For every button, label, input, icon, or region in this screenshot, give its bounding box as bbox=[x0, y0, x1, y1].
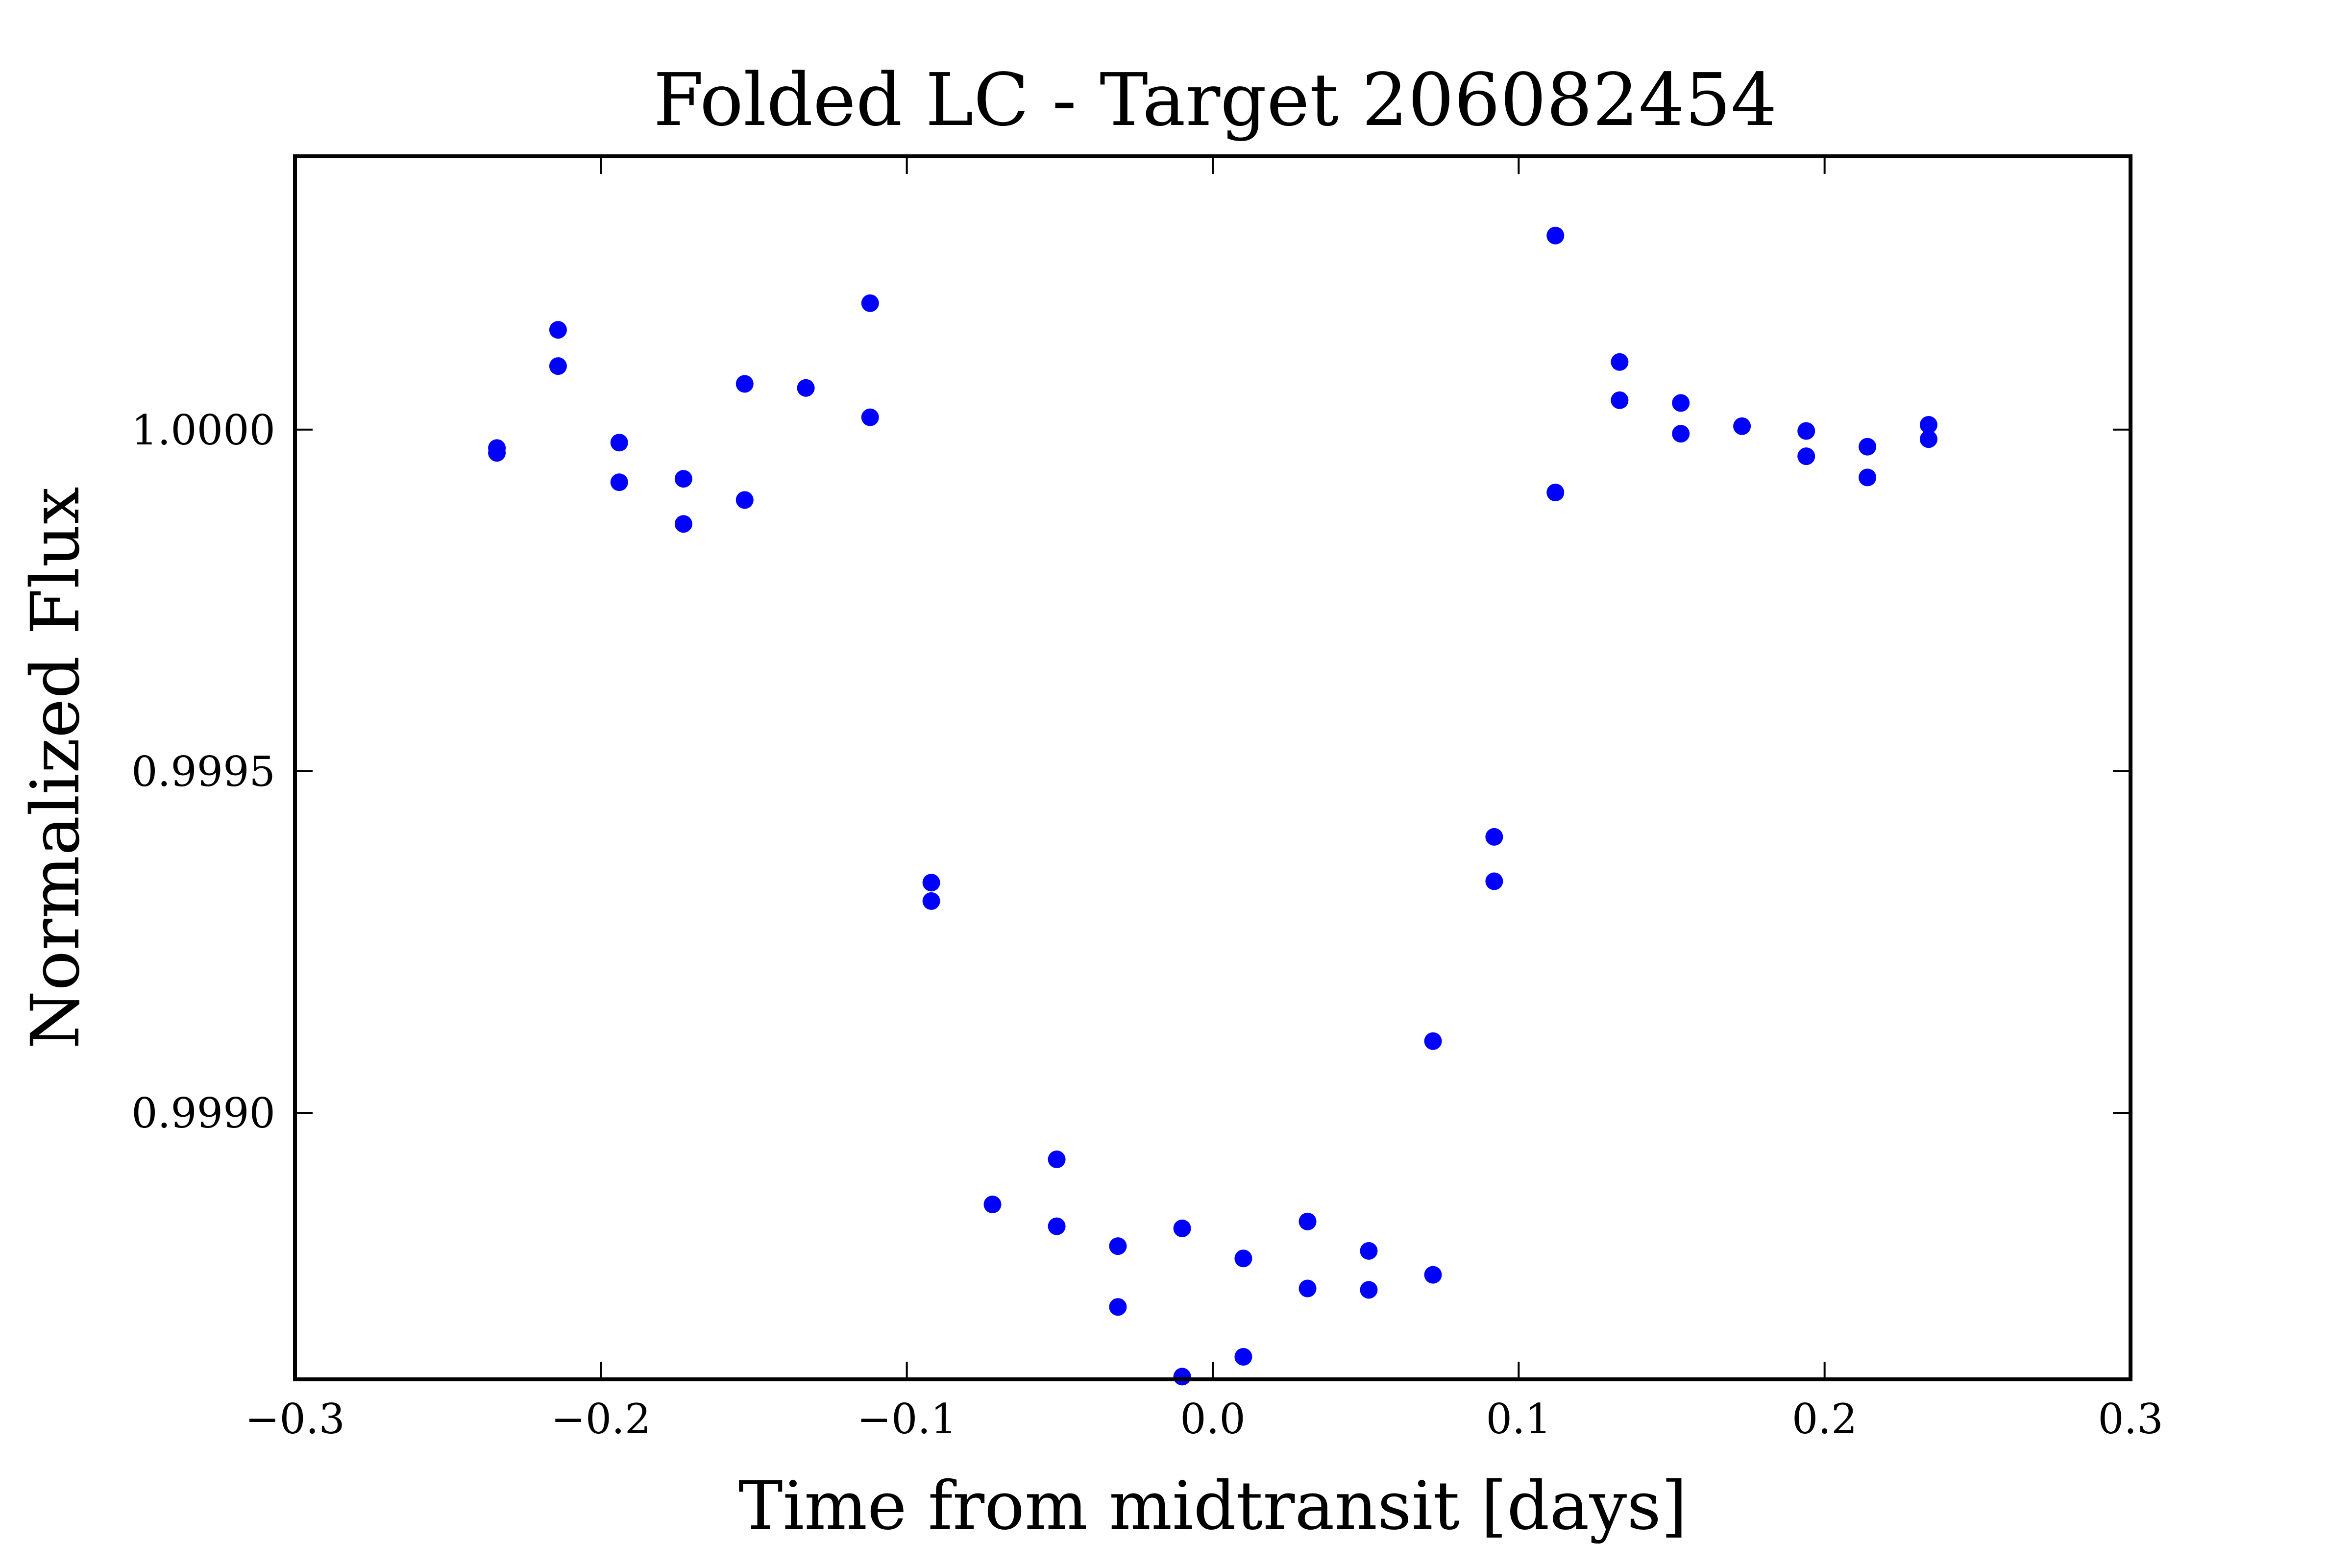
x-axis-label: Time from midtransit [days] bbox=[738, 1468, 1687, 1545]
chart-title: Folded LC - Target 206082454 bbox=[653, 58, 1777, 142]
data-point bbox=[1859, 438, 1877, 456]
data-point bbox=[1234, 1250, 1252, 1268]
x-tick-label: −0.3 bbox=[245, 1395, 345, 1443]
data-point bbox=[922, 892, 940, 910]
data-point bbox=[549, 321, 567, 339]
data-point bbox=[861, 408, 879, 426]
data-point bbox=[1424, 1032, 1442, 1050]
data-point bbox=[1360, 1242, 1378, 1260]
y-tick-label: 0.9990 bbox=[131, 1089, 275, 1137]
x-tick-label: −0.2 bbox=[551, 1395, 651, 1443]
data-point bbox=[1173, 1219, 1191, 1237]
data-point bbox=[983, 1196, 1002, 1214]
data-point bbox=[735, 375, 754, 393]
data-point bbox=[1360, 1281, 1378, 1299]
y-axis-label: Normalized Flux bbox=[17, 487, 95, 1049]
data-point bbox=[1919, 430, 1937, 448]
data-point bbox=[610, 434, 628, 452]
y-tick-labels: 0.9990 0.9995 1.0000 bbox=[131, 406, 275, 1137]
data-point bbox=[1173, 1368, 1191, 1386]
data-point bbox=[1733, 417, 1751, 435]
data-point bbox=[1424, 1266, 1442, 1284]
data-point bbox=[1611, 391, 1629, 409]
data-point bbox=[488, 444, 506, 462]
y-tick-label: 1.0000 bbox=[131, 406, 275, 454]
y-tick-label: 0.9995 bbox=[131, 748, 275, 796]
plot-area bbox=[293, 154, 2132, 1386]
data-point bbox=[1611, 353, 1629, 371]
data-point bbox=[1109, 1237, 1127, 1255]
x-tick-label: 0.0 bbox=[1180, 1395, 1246, 1443]
data-point bbox=[610, 473, 628, 491]
data-point bbox=[1048, 1217, 1066, 1235]
x-tick-label: 0.1 bbox=[1486, 1395, 1552, 1443]
data-point bbox=[1919, 416, 1937, 434]
data-point bbox=[735, 491, 754, 509]
plot-frame bbox=[293, 154, 2132, 1381]
data-point bbox=[674, 470, 692, 488]
x-tick-label: 0.3 bbox=[2098, 1395, 2163, 1443]
data-point bbox=[1048, 1150, 1066, 1168]
data-point bbox=[1298, 1212, 1317, 1230]
x-tick-label: −0.1 bbox=[857, 1395, 957, 1443]
data-point bbox=[1797, 447, 1815, 466]
data-point bbox=[1298, 1279, 1317, 1298]
data-point bbox=[1797, 422, 1815, 440]
data-point bbox=[797, 379, 815, 397]
data-point bbox=[1672, 425, 1690, 443]
data-point bbox=[1672, 394, 1690, 412]
data-point bbox=[1485, 828, 1503, 846]
data-point bbox=[1485, 872, 1503, 890]
data-point bbox=[1109, 1298, 1127, 1316]
data-point bbox=[674, 515, 692, 533]
x-tick-labels: −0.3 −0.2 −0.1 0.0 0.1 0.2 0.3 bbox=[245, 1395, 2163, 1443]
data-point bbox=[1546, 226, 1565, 245]
data-points bbox=[488, 226, 1937, 1386]
data-point bbox=[861, 294, 879, 312]
data-point bbox=[549, 357, 567, 375]
data-point bbox=[1859, 468, 1877, 487]
data-point bbox=[1546, 484, 1565, 502]
axis-ticks bbox=[294, 156, 2132, 1379]
x-tick-label: 0.2 bbox=[1792, 1395, 1858, 1443]
data-point bbox=[1234, 1348, 1252, 1366]
data-point bbox=[922, 874, 940, 892]
